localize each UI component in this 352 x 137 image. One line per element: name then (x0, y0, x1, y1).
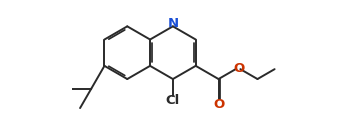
Text: N: N (167, 17, 178, 30)
Text: Cl: Cl (166, 94, 180, 107)
Text: O: O (213, 98, 224, 111)
Text: O: O (234, 62, 245, 75)
